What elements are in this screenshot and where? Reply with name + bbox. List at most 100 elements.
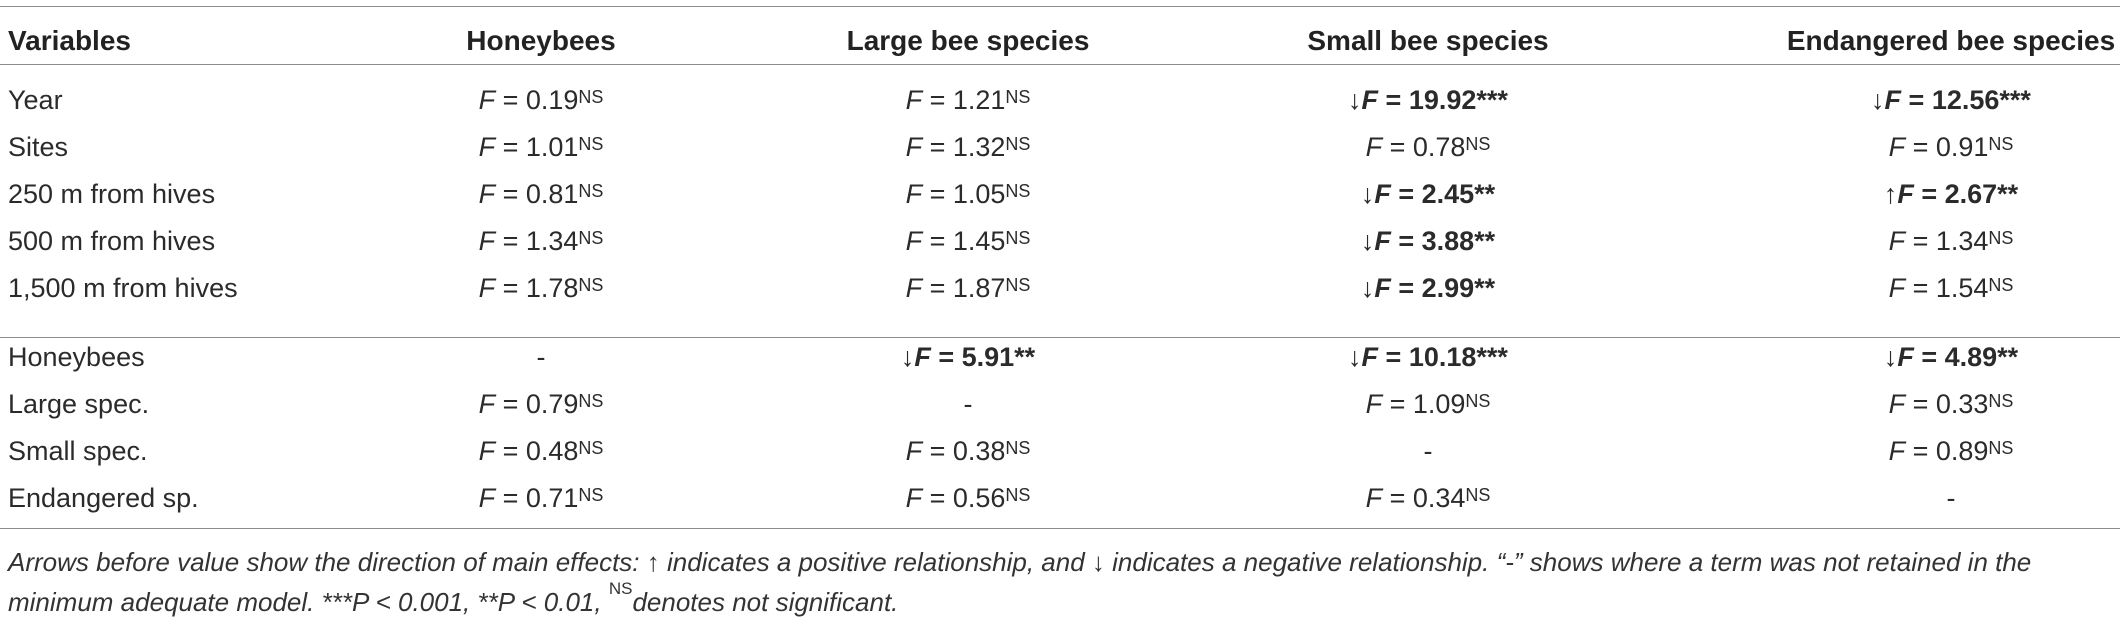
equals-sign: = (1382, 483, 1413, 513)
significance-marker: NS (1988, 390, 2014, 411)
f-statistic-symbol: F (905, 436, 923, 466)
f-value: 0.89 (1935, 436, 1989, 466)
significance-marker: NS (1465, 133, 1491, 154)
f-value: 1.34 (1935, 226, 1989, 256)
cell-endangered-bee-species: F = 0.33 NS (1889, 381, 2014, 428)
arrow-down-icon: ↓ (1360, 273, 1375, 303)
equals-sign: = (1378, 85, 1409, 115)
f-statistic-symbol: F (1374, 226, 1391, 256)
f-value: 1.45 (952, 226, 1006, 256)
equals-sign: = (495, 226, 526, 256)
cell-endangered-bee-species: ↑ F = 2.67 ** (1884, 171, 2018, 218)
significance-marker: NS (1005, 274, 1031, 295)
f-value: 4.89 (1944, 342, 1998, 372)
significance-marker: NS (578, 484, 604, 505)
not-retained-dash: - (536, 342, 546, 372)
cell-small-bee-species: F = 0.78 NS (1366, 124, 1491, 171)
f-statistic-symbol: F (478, 273, 496, 303)
significance-marker: NS (1988, 274, 2014, 295)
cell-endangered-bee-species: F = 1.54 NS (1889, 265, 2014, 312)
cell-large-bee-species: F = 1.45 NS (906, 218, 1031, 265)
f-statistic-symbol: F (1365, 132, 1383, 162)
footnote-ns: NS (608, 579, 633, 598)
significance-marker: NS (578, 274, 604, 295)
table-footnote: Arrows before value show the direction o… (8, 542, 2108, 622)
equals-sign: = (495, 483, 526, 513)
header-small-bee-species: Small bee species (1307, 24, 1549, 56)
cell-honeybees: F = 1.34 NS (479, 218, 604, 265)
arrow-down-icon: ↓ (1883, 342, 1898, 372)
footnote-text-1: Arrows before value show the direction o… (8, 547, 2032, 617)
equals-sign: = (495, 179, 526, 209)
header-endangered-bee-species: Endangered bee species (1786, 24, 2116, 56)
significance-marker: NS (1005, 133, 1031, 154)
f-value: 0.48 (525, 436, 579, 466)
f-value: 1.87 (952, 273, 1006, 303)
significance-marker: ** (1474, 273, 1496, 303)
equals-sign: = (495, 389, 526, 419)
header-row: Variables Honeybees Large bee species Sm… (0, 17, 2120, 64)
row-label: Endangered sp. (8, 483, 199, 513)
equals-sign: = (922, 483, 953, 513)
row-label: Year (8, 85, 63, 115)
significance-marker: NS (578, 227, 604, 248)
f-value: 10.18 (1408, 342, 1477, 372)
footnote-p-symbol-2: P (497, 587, 515, 617)
significance-marker: NS (1988, 437, 2014, 458)
f-value: 0.34 (1412, 483, 1466, 513)
equals-sign: = (1382, 132, 1413, 162)
significance-marker: ** (1997, 179, 2019, 209)
equals-sign: = (1905, 273, 1936, 303)
row-label: Large spec. (8, 389, 150, 419)
f-value: 12.56 (1931, 85, 2000, 115)
cell-honeybees: F = 0.79 NS (479, 381, 604, 428)
arrow-down-icon: ↓ (1360, 179, 1375, 209)
equals-sign: = (1390, 226, 1422, 256)
f-statistic-symbol: F (1374, 273, 1391, 303)
equals-sign: = (922, 179, 953, 209)
table-row: 1,500 m from hives F = 1.78 NS F = 1.87 NS ↓ F… (0, 265, 2120, 312)
cell-small-bee-species: ↓ F = 3.88 ** (1361, 218, 1495, 265)
equals-sign: = (1905, 389, 1936, 419)
significance-marker: *** (1476, 342, 1508, 372)
f-value: 0.56 (952, 483, 1006, 513)
significance-marker: NS (1005, 437, 1031, 458)
significance-marker: NS (1988, 133, 2014, 154)
f-statistic-symbol: F (1888, 132, 1906, 162)
f-statistic-symbol: F (1361, 85, 1379, 115)
f-statistic-symbol: F (1888, 389, 1906, 419)
f-statistic-symbol: F (905, 179, 923, 209)
f-value: 2.67 (1944, 179, 1998, 209)
f-value: 2.99 (1421, 273, 1475, 303)
header-honeybees: Honeybees (466, 24, 616, 56)
cell-large-bee-species: F = 0.38 NS (906, 428, 1031, 475)
f-value: 19.92 (1408, 85, 1477, 115)
equals-sign: = (495, 85, 526, 115)
significance-marker: NS (578, 390, 604, 411)
f-statistic-symbol: F (478, 85, 496, 115)
significance-marker: NS (1465, 390, 1491, 411)
cell-small-bee-species: - (1424, 428, 1433, 475)
f-statistic-symbol: F (905, 132, 923, 162)
f-statistic-symbol: F (905, 226, 923, 256)
cell-honeybees: F = 1.01 NS (479, 124, 604, 171)
f-value: 1.01 (525, 132, 579, 162)
significance-marker: NS (578, 437, 604, 458)
row-label: Small spec. (8, 436, 148, 466)
row-label: 1,500 m from hives (8, 273, 238, 303)
cell-honeybees: F = 0.19 NS (479, 77, 604, 124)
f-value: 3.88 (1421, 226, 1475, 256)
f-value: 0.33 (1935, 389, 1989, 419)
table-row: Endangered sp. F = 0.71 NS F = 0.56 NS F = 0.… (0, 475, 2120, 522)
equals-sign: = (922, 85, 953, 115)
cell-large-bee-species: ↓ F = 5.91 ** (901, 334, 1035, 381)
f-statistic-symbol: F (1365, 483, 1383, 513)
equals-sign: = (930, 342, 962, 372)
arrow-down-icon: ↓ (900, 342, 915, 372)
significance-marker: NS (1465, 484, 1491, 505)
cell-small-bee-species: F = 0.34 NS (1366, 475, 1491, 522)
cell-small-bee-species: ↓ F = 2.99 ** (1361, 265, 1495, 312)
group-rule (0, 337, 2120, 338)
equals-sign: = (1905, 226, 1936, 256)
